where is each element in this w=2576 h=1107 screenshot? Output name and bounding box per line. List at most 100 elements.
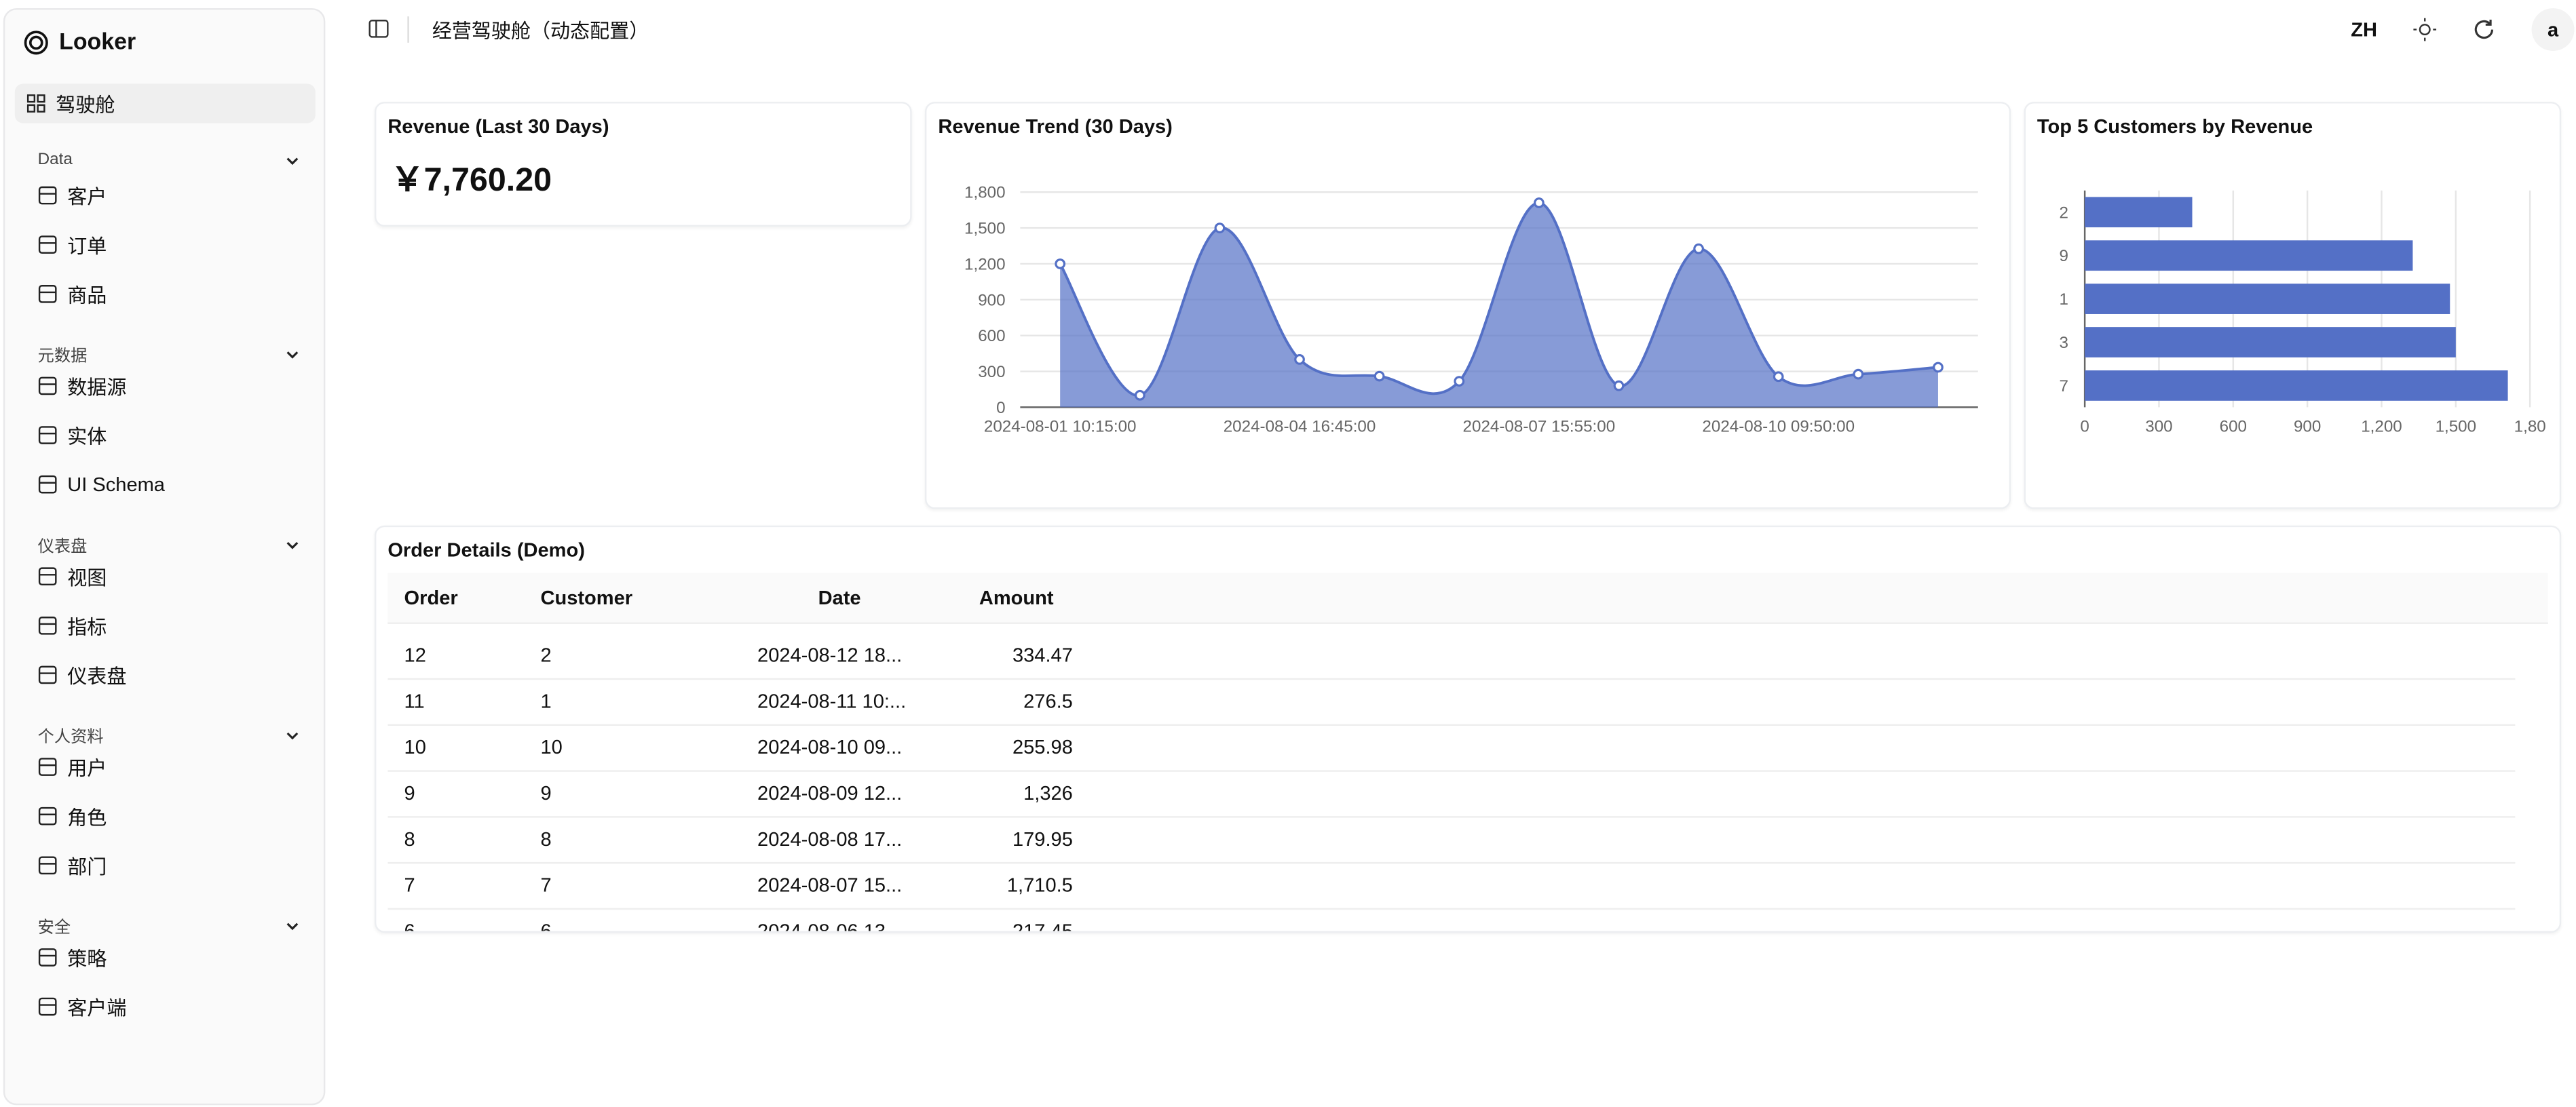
nav-label: 视图 (67, 566, 107, 589)
nav-label: 数据源 (67, 375, 127, 399)
nav-home[interactable]: 驾驶舱 (26, 87, 115, 119)
table-cell: 8 (540, 828, 552, 851)
nav-item[interactable]: UI Schema (38, 468, 165, 501)
nav-label: UI Schema (67, 473, 165, 497)
nav-item[interactable]: 策略 (38, 941, 107, 973)
nav-item[interactable]: 部门 (38, 849, 107, 882)
x-tick-label: 2024-08-10 09:50:00 (1702, 418, 1855, 436)
point (1214, 222, 1226, 233)
table-cell: 217.45 (1012, 919, 1073, 931)
icon (38, 186, 57, 205)
table-cell: 2024-08-09 12... (757, 781, 903, 805)
table-cell: 10 (540, 735, 563, 759)
nav-group-header[interactable]: 元数据 (38, 342, 301, 366)
icon-shape (38, 856, 57, 875)
nav-label: 部门 (67, 855, 107, 878)
point (1534, 197, 1545, 208)
nav-item[interactable]: 商品 (38, 277, 107, 310)
x-tick-label: 900 (2294, 418, 2321, 436)
nav-label: 客户 (67, 184, 107, 208)
nav-label: 用户 (67, 756, 107, 779)
icon-shape (38, 665, 57, 684)
icon-shape (38, 426, 57, 444)
icon (38, 235, 57, 254)
nav-item[interactable]: 视图 (38, 560, 107, 593)
point (1773, 371, 1784, 383)
table-cell: 1,710.5 (1006, 873, 1073, 897)
table-cell: 9 (540, 781, 552, 805)
group-title: 个人资料 (37, 729, 104, 747)
lang-switch[interactable]: ZH (2351, 18, 2378, 41)
nav-item[interactable]: 订单 (38, 229, 107, 261)
active-item-bg (14, 83, 316, 123)
y-tick-label: 2 (2059, 203, 2068, 222)
x-tick-label: 2024-08-04 16:45:00 (1224, 418, 1376, 436)
chevron-path (286, 157, 299, 164)
chevron-path (286, 350, 299, 358)
kpi-card: Revenue (Last 30 Days) ￥7,760.20 (374, 102, 912, 227)
nav-item[interactable]: 数据源 (38, 370, 127, 402)
nav-item[interactable]: 仪表盘 (38, 659, 127, 691)
theme-toggle[interactable] (2413, 18, 2437, 41)
y-tick-label: 600 (978, 327, 1005, 345)
table-row: 6 6 2024-08-06 13... 217.45 (387, 908, 2515, 931)
table-row: 9 9 2024-08-09 12... 1,326 (387, 770, 2516, 818)
icon (38, 475, 57, 494)
orders-card: Order Details (Demo) Order Customer Date Am… (374, 525, 2562, 933)
card-title: Revenue Trend (30 Days) (938, 115, 1173, 138)
x-tick-label: 300 (2145, 418, 2172, 436)
column-header: Date (818, 586, 861, 610)
nav-item[interactable]: 客户端 (38, 990, 126, 1023)
nav-group-header[interactable]: 仪表盘 (38, 532, 301, 557)
area (1060, 203, 1938, 408)
table-row: 11 1 2024-08-11 10:... 276.5 (387, 678, 2516, 726)
table-cell: 276.5 (1023, 689, 1073, 713)
table-cell: 9 (404, 781, 415, 805)
bar (2085, 327, 2456, 357)
table-cell: 8 (404, 828, 415, 851)
point (1055, 258, 1066, 269)
point (1374, 370, 1385, 382)
chevron (286, 541, 299, 549)
bar (2085, 240, 2413, 271)
sidebar-toggle[interactable] (368, 18, 391, 41)
icon (38, 617, 57, 635)
x-tick-label: 0 (2080, 418, 2089, 436)
table-cell: 7 (404, 873, 415, 897)
point (1693, 243, 1704, 254)
table-row: 12 2 2024-08-12 18... 334.47 (387, 632, 2516, 680)
brand: Looker (59, 28, 136, 54)
icon (38, 426, 57, 444)
line (1059, 201, 1939, 397)
nav-label: 驾驶舱 (56, 92, 115, 116)
icon-shape (38, 997, 57, 1016)
y-tick-label: 1 (2059, 290, 2068, 309)
card-title: Order Details (Demo) (387, 539, 585, 562)
nav-label: 仪表盘 (67, 664, 127, 688)
table-body: 12 2 2024-08-12 18... 334.47 11 1 2024-08-11 1… (387, 632, 2531, 931)
nav-group-header[interactable]: 安全 (38, 913, 301, 937)
y-tick-label: 3 (2059, 334, 2068, 352)
x-tick-label: 1,200 (2361, 418, 2402, 436)
icon-shape (38, 475, 57, 494)
chevron-path (286, 541, 299, 549)
table-header: Order Customer Date Amount (387, 572, 2548, 624)
nav-item[interactable]: 实体 (38, 419, 107, 451)
nav-label: 实体 (67, 424, 107, 448)
avatar[interactable]: a (2531, 8, 2575, 52)
table-cell: 2024-08-07 15... (757, 873, 903, 897)
y-tick-label: 7 (2059, 377, 2068, 395)
nav-item[interactable]: 角色 (38, 800, 107, 832)
nav-item[interactable]: 客户 (38, 179, 107, 212)
nav-group-header[interactable]: 个人资料 (38, 722, 301, 747)
refresh[interactable] (2472, 18, 2495, 41)
chevron (286, 922, 299, 930)
table-cell: 255.98 (1012, 735, 1073, 759)
trend-card: Revenue Trend (30 Days) 0 300 600 900 1,200 1… (924, 102, 2011, 509)
nav-item[interactable]: 用户 (38, 750, 107, 783)
nav-group-header[interactable]: Data (38, 151, 301, 169)
table-cell: 2024-08-10 09... (757, 735, 903, 759)
nav-item[interactable]: 指标 (38, 609, 107, 642)
